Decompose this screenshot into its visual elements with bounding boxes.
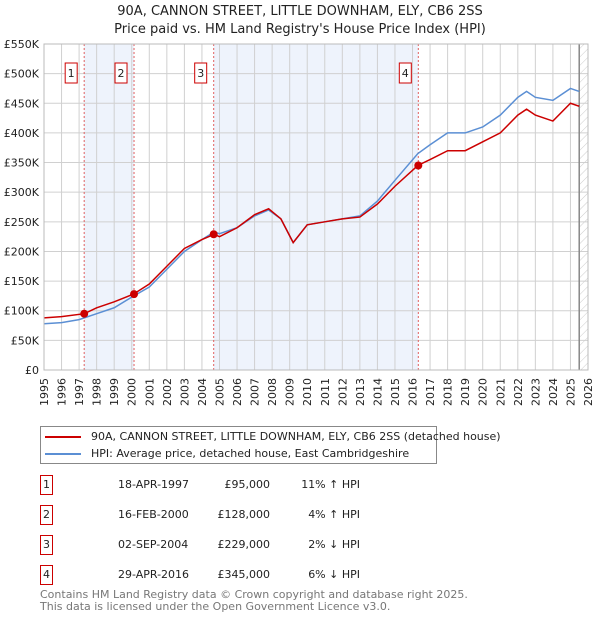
footer-line-2: This data is licensed under the Open Gov… bbox=[40, 600, 391, 613]
sale-point-1 bbox=[80, 309, 89, 318]
x-tick-label: 2024 bbox=[547, 378, 560, 406]
x-tick-label: 2022 bbox=[512, 378, 525, 406]
sale-price: £229,000 bbox=[217, 538, 271, 551]
legend-blue-line bbox=[45, 452, 81, 455]
x-tick-label: 2007 bbox=[249, 378, 262, 406]
shaded-period-1-2 bbox=[84, 44, 135, 370]
sale-label-3: 3 bbox=[197, 67, 204, 80]
chart-title: 90A, CANNON STREET, LITTLE DOWNHAM, ELY,… bbox=[117, 4, 483, 19]
footer-line-1: Contains HM Land Registry data © Crown c… bbox=[40, 588, 468, 601]
sale-point-4 bbox=[414, 161, 423, 170]
sale-price: £95,000 bbox=[224, 478, 271, 491]
x-tick-label: 2021 bbox=[494, 378, 507, 406]
y-tick-label: £0 bbox=[25, 364, 39, 377]
sale-point-3 bbox=[209, 230, 218, 239]
x-tick-label: 1996 bbox=[56, 378, 69, 406]
legend-red-line bbox=[45, 435, 81, 438]
sale-marker-badge: 1 bbox=[40, 475, 53, 495]
sale-hpi-diff: 11% ↑ HPI bbox=[301, 478, 360, 491]
sale-hpi-diff: 4% ↑ HPI bbox=[308, 508, 360, 521]
x-tick-label: 2013 bbox=[354, 378, 367, 406]
footer: Contains HM Land Registry data © Crown c… bbox=[40, 589, 468, 613]
sale-price: £128,000 bbox=[217, 508, 271, 521]
x-tick-label: 2004 bbox=[196, 378, 209, 406]
y-tick-label: £450K bbox=[4, 97, 40, 110]
y-tick-label: £50K bbox=[11, 334, 40, 347]
x-tick-label: 2020 bbox=[477, 378, 490, 406]
sale-label-box-2 bbox=[114, 62, 128, 84]
y-tick-label: £100K bbox=[4, 305, 40, 318]
y-tick-label: £400K bbox=[4, 127, 40, 140]
forecast-hatch bbox=[579, 44, 588, 370]
shaded-period-3-4 bbox=[213, 44, 419, 370]
sale-point-2 bbox=[130, 290, 139, 299]
sale-hpi-diff: 6% ↓ HPI bbox=[308, 568, 360, 581]
x-tick-label: 1999 bbox=[108, 378, 121, 406]
x-tick-label: 2014 bbox=[371, 378, 384, 406]
x-tick-label: 2009 bbox=[284, 378, 297, 406]
property-price-line bbox=[43, 102, 580, 319]
y-tick-label: £150K bbox=[4, 275, 40, 288]
x-tick-label: 2001 bbox=[143, 378, 156, 406]
x-tick-label: 2005 bbox=[213, 378, 226, 406]
sale-row: 3 02-SEP-2004 £229,000 2% ↓ HPI bbox=[40, 535, 440, 555]
sale-price: £345,000 bbox=[217, 568, 271, 581]
x-tick-label: 2016 bbox=[407, 378, 420, 406]
x-tick-label: 2023 bbox=[529, 378, 542, 406]
x-tick-label: 2011 bbox=[319, 378, 332, 406]
sale-label-box-4 bbox=[398, 62, 412, 84]
legend: 90A, CANNON STREET, LITTLE DOWNHAM, ELY,… bbox=[40, 426, 501, 464]
x-tick-label: 1998 bbox=[91, 378, 104, 406]
x-tick-label: 2003 bbox=[178, 378, 191, 406]
sale-label-2: 2 bbox=[118, 67, 125, 80]
sale-label-4: 4 bbox=[402, 67, 409, 80]
x-tick-label: 1995 bbox=[38, 378, 51, 406]
sale-row: 4 29-APR-2016 £345,000 6% ↓ HPI bbox=[40, 565, 440, 585]
x-tick-label: 2000 bbox=[126, 378, 139, 406]
sale-label-box-1 bbox=[64, 62, 78, 84]
plot-area: 1995 1996 1997 1998 1999 2000 2001 2002 2003 2004… bbox=[4, 38, 595, 406]
y-tick-label: £200K bbox=[4, 245, 40, 258]
x-tick-label: 2018 bbox=[442, 378, 455, 406]
x-tick-label: 2006 bbox=[231, 378, 244, 406]
plot-border bbox=[43, 43, 589, 371]
x-tick-label: 2025 bbox=[564, 378, 577, 406]
sale-date: 18-APR-1997 bbox=[118, 478, 190, 491]
x-tick-label: 2010 bbox=[301, 378, 314, 406]
y-tick-label: £350K bbox=[4, 157, 40, 170]
x-tick-label: 2012 bbox=[336, 378, 349, 406]
y-tick-label: £550K bbox=[4, 38, 40, 51]
y-tick-label: £300K bbox=[4, 186, 40, 199]
sale-row: 2 16-FEB-2000 £128,000 4% ↑ HPI bbox=[40, 505, 440, 525]
x-tick-label: 2015 bbox=[389, 378, 402, 406]
x-tick-label: 2019 bbox=[459, 378, 472, 406]
chart-subtitle: Price paid vs. HM Land Registry's House … bbox=[114, 22, 486, 37]
sale-label-1: 1 bbox=[68, 67, 75, 80]
sale-marker-badge: 4 bbox=[40, 565, 53, 585]
y-tick-label: £250K bbox=[4, 216, 40, 229]
legend-label-hpi: HPI: Average price, detached house, East… bbox=[91, 447, 410, 460]
sale-date: 16-FEB-2000 bbox=[118, 508, 189, 521]
x-tick-label: 2026 bbox=[582, 378, 595, 406]
sale-date: 29-APR-2016 bbox=[118, 568, 190, 581]
sale-marker-badge: 2 bbox=[40, 505, 53, 525]
x-tick-label: 1997 bbox=[73, 378, 86, 406]
legend-label-property: 90A, CANNON STREET, LITTLE DOWNHAM, ELY,… bbox=[91, 430, 501, 443]
sale-date: 02-SEP-2004 bbox=[118, 538, 189, 551]
sale-marker-badge: 3 bbox=[40, 535, 53, 555]
x-tick-label: 2008 bbox=[266, 378, 279, 406]
sale-hpi-diff: 2% ↓ HPI bbox=[308, 538, 360, 551]
x-tick-label: 2002 bbox=[161, 378, 174, 406]
x-tick-label: 2017 bbox=[424, 378, 437, 406]
sale-label-box-3 bbox=[194, 62, 208, 84]
y-tick-label: £500K bbox=[4, 68, 40, 81]
sale-row: 1 18-APR-1997 £95,000 11% ↑ HPI bbox=[40, 475, 440, 495]
